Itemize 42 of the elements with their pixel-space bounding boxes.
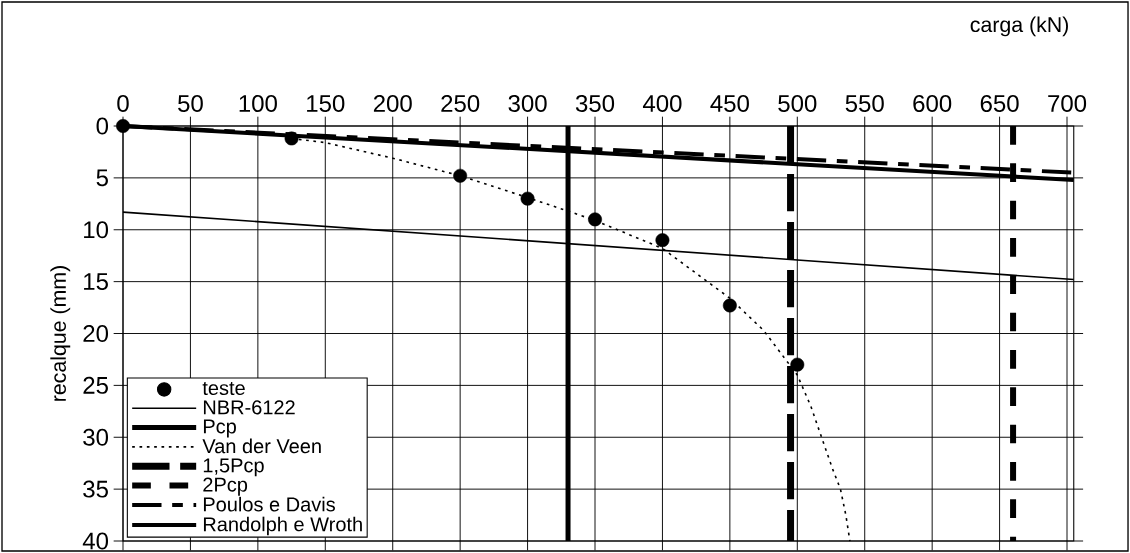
legend-label: 1,5Pcp [203,458,264,477]
y-axis-title: recalque (mm) [50,266,71,401]
legend-label: 2Pcp [203,477,248,496]
y-tick-label: 40 [82,532,109,550]
x-tick-label: 350 [575,94,615,112]
x-tick-label: 550 [845,94,884,112]
point [284,131,299,146]
point [722,298,737,313]
point [116,119,130,133]
x-tick-label: 0 [117,94,129,112]
y-tick-label: 10 [84,221,109,239]
y-tick-label: 5 [96,169,108,187]
x-tick-label: 500 [778,94,817,112]
legend-label: Van der Veen [202,438,321,454]
x-tick-label: 450 [710,94,749,112]
x-axis-title: carga (kN) [970,16,1068,37]
legend-label: teste [202,381,245,396]
x-tick-label: 100 [239,94,277,112]
x-tick-label: 150 [307,94,345,112]
point [655,233,670,248]
point [588,212,602,227]
x-tick-label: 650 [980,94,1019,112]
x-tick-label: 200 [373,94,412,112]
legend-label: Poulos e Davis [203,496,335,512]
x-tick-label: 50 [178,94,203,112]
x-tick-label: 700 [1048,94,1087,112]
legend-label: Pcp [203,419,236,438]
y-tick-label: 30 [83,428,109,446]
point [453,168,468,183]
x-tick-label: 250 [441,94,480,112]
legend-label: NBR-6122 [203,400,295,415]
legend-label: Randolph e Wroth [203,516,362,536]
y-tick-label: 0 [96,117,109,135]
x-tick-label: 400 [642,94,682,112]
y-tick-label: 25 [83,376,108,394]
y-tick-label: 35 [83,480,108,498]
y-tick-label: 20 [83,324,109,342]
point [520,191,535,206]
y-tick-label: 15 [84,273,108,290]
point [790,357,805,372]
x-tick-label: 600 [913,94,952,112]
x-tick-label: 300 [508,94,547,112]
